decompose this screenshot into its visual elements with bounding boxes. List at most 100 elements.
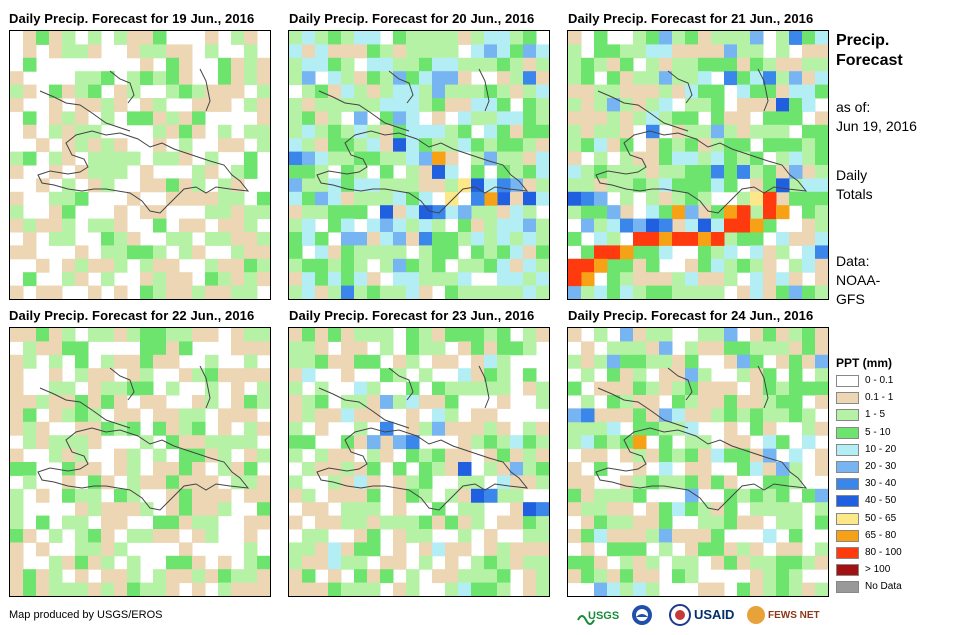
grid-cell [432, 84, 446, 99]
grid-cell [289, 368, 303, 383]
grid-cell [698, 98, 712, 112]
grid-cell [445, 462, 459, 476]
grid-cell [646, 151, 660, 166]
grid-cell [737, 462, 751, 476]
grid-cell [153, 328, 167, 342]
grid-cell [815, 84, 828, 99]
grid-cell [724, 31, 738, 45]
grid-cell [367, 245, 381, 260]
grid-cell [328, 488, 342, 503]
grid-cell [179, 569, 193, 584]
grid-cell [101, 542, 115, 557]
grid-cell [36, 218, 50, 233]
grid-cell [581, 515, 595, 530]
grid-cell [815, 555, 828, 570]
grid-cell [497, 98, 511, 112]
grid-cell [244, 542, 258, 557]
grid-cell [510, 124, 524, 139]
grid-cell [328, 328, 342, 342]
grid-cell [568, 178, 582, 193]
grid-cell [367, 57, 381, 72]
grid-cell [75, 258, 89, 273]
grid-cell [568, 462, 582, 476]
grid-cell [88, 408, 102, 423]
grid-cell [62, 191, 76, 206]
legend-label: 5 - 10 [865, 426, 891, 438]
grid-cell [179, 245, 193, 260]
grid-cell [510, 555, 524, 570]
grid-cell [536, 515, 549, 530]
grid-cell [36, 31, 50, 45]
grid-cell [140, 368, 154, 383]
grid-cell [536, 57, 549, 72]
grid-cell [581, 178, 595, 193]
grid-cell [672, 381, 686, 396]
grid-cell [127, 232, 141, 246]
grid-cell [153, 44, 167, 59]
grid-cell [646, 475, 660, 490]
grid-cell [192, 448, 206, 463]
grid-cell [497, 111, 511, 126]
grid-cell [101, 272, 115, 287]
grid-cell [88, 381, 102, 396]
grid-cell [289, 515, 303, 530]
grid-cell [659, 285, 673, 299]
grid-cell [432, 98, 446, 112]
grid-cell [711, 448, 725, 463]
grid-cell [406, 475, 420, 490]
grid-cell [101, 165, 115, 179]
grid-cell [471, 341, 485, 356]
grid-cell [711, 328, 725, 342]
grid-cell [62, 272, 76, 287]
grid-cell [497, 569, 511, 584]
grid-cell [633, 475, 647, 490]
grid-cell [776, 569, 790, 584]
grid-cell [685, 421, 699, 436]
grid-cell [419, 272, 433, 287]
grid-cell [510, 258, 524, 273]
grid-cell-heavy [763, 448, 777, 463]
grid-cell [179, 191, 193, 206]
grid-cell [419, 515, 433, 530]
grid-cell [737, 57, 751, 72]
grid-cell [802, 555, 816, 570]
grid-cell-heavy [607, 245, 621, 260]
grid-cell [49, 555, 63, 570]
grid-cell [750, 44, 764, 59]
grid-cell [607, 272, 621, 287]
grid-cell [10, 354, 24, 369]
grid-cell [49, 341, 63, 356]
grid-cell [49, 529, 63, 543]
grid-cell [432, 502, 446, 517]
grid-cell [646, 84, 660, 99]
seal-logo [669, 604, 691, 626]
grid-cell [432, 44, 446, 59]
grid-cell [302, 84, 316, 99]
legend-swatch [836, 564, 859, 577]
grid-cell [406, 488, 420, 503]
grid-cell [458, 582, 472, 596]
grid-cell [49, 569, 63, 584]
grid-cell [140, 328, 154, 342]
grid-cell [672, 448, 686, 463]
grid-cell [257, 71, 270, 86]
grid-cell [23, 151, 37, 166]
grid-cell [419, 258, 433, 273]
grid-cell [497, 582, 511, 596]
grid-cell [458, 111, 472, 126]
grid-cell [166, 408, 180, 423]
grid-cell [484, 462, 498, 476]
grid-cell [607, 44, 621, 59]
grid-cell [406, 421, 420, 436]
grid-cell [393, 98, 407, 112]
grid-cell [406, 569, 420, 584]
grid-cell [419, 462, 433, 476]
grid-cell [672, 569, 686, 584]
grid-cell [737, 354, 751, 369]
grid-cell [536, 191, 549, 206]
grid-cell [419, 124, 433, 139]
grid-cell [445, 31, 459, 45]
grid-cell [101, 245, 115, 260]
grid-cell [419, 98, 433, 112]
grid-cell [218, 258, 232, 273]
